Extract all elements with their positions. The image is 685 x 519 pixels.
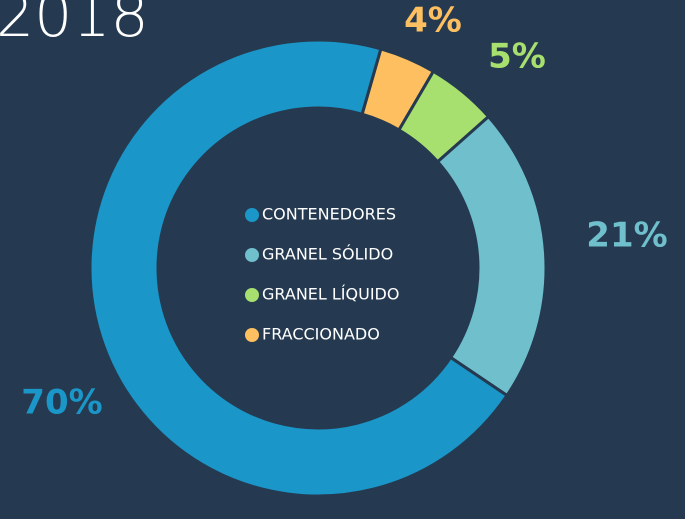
donut-segment	[88, 38, 510, 498]
legend-swatch	[245, 208, 259, 222]
value-label: 5%	[488, 37, 546, 77]
value-label: 70%	[21, 383, 102, 423]
chart-title: 2018	[0, 0, 149, 51]
legend-label: GRANEL SÓLIDO	[262, 245, 393, 264]
legend-label: CONTENEDORES	[262, 205, 396, 224]
value-label: 4%	[404, 1, 462, 41]
value-label: 21%	[586, 216, 667, 256]
legend-swatch	[245, 288, 259, 302]
legend-swatch	[245, 248, 259, 262]
legend-label: FRACCIONADO	[262, 325, 380, 344]
legend-swatch	[245, 328, 259, 342]
legend-label: GRANEL LÍQUIDO	[262, 285, 399, 304]
